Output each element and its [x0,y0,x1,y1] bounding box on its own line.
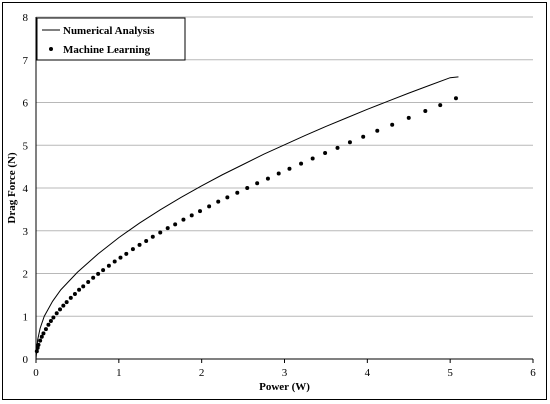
y-tick-label-3: 3 [23,226,29,238]
data-point-machine-learning-13 [64,300,69,305]
data-point-machine-learning-47 [323,150,328,155]
data-point-machine-learning-53 [406,115,411,120]
data-point-machine-learning-9 [51,315,56,320]
data-point-machine-learning-6 [43,327,48,332]
data-point-machine-learning-18 [86,280,91,285]
data-point-machine-learning-8 [48,318,53,323]
data-point-machine-learning-24 [118,255,123,260]
data-point-machine-learning-41 [255,181,260,186]
data-point-machine-learning-10 [54,311,59,316]
legend-marker-sample [49,47,53,51]
legend-label-numerical-analysis: Numerical Analysis [63,25,155,37]
y-tick-label-8: 8 [23,12,29,24]
y-tick-label-1: 1 [23,311,29,323]
x-tick-label-2: 2 [199,367,205,379]
x-tick-label-3: 3 [282,367,288,379]
chart-frame: 0 1 2 3 4 5 6 7 8 0 1 2 3 4 5 6 Power (W) Drag Force (N… [2,2,547,400]
x-tick-label-4: 4 [365,367,371,379]
data-point-machine-learning-43 [276,171,281,176]
data-point-machine-learning-45 [299,161,304,166]
data-point-machine-learning-33 [181,217,186,222]
data-point-machine-learning-30 [158,230,163,235]
data-point-machine-learning-20 [96,271,101,276]
data-point-machine-learning-31 [165,226,170,231]
data-point-machine-learning-25 [124,251,129,256]
data-point-machine-learning-16 [77,287,82,292]
data-point-machine-learning-29 [150,234,155,239]
x-axis-title: Power (W) [259,381,310,393]
series-line-numerical-analysis [35,76,459,360]
data-point-machine-learning-36 [207,204,212,209]
data-point-machine-learning-21 [101,268,106,273]
data-point-machine-learning-48 [335,145,340,150]
data-point-machine-learning-40 [245,186,250,190]
data-point-machine-learning-15 [72,292,77,297]
y-tick-label-6: 6 [23,98,29,110]
y-tick-label-5: 5 [23,140,29,152]
data-point-machine-learning-55 [438,103,443,108]
data-point-machine-learning-14 [68,295,73,300]
data-point-machine-learning-26 [130,247,135,252]
data-point-machine-learning-23 [112,259,117,264]
data-point-machine-learning-11 [58,307,63,312]
legend-box [36,17,186,61]
data-point-machine-learning-35 [198,209,203,214]
data-point-machine-learning-32 [173,222,178,227]
legend-label-machine-learning: Machine Learning [63,44,151,56]
x-tick-label-0: 0 [33,367,39,379]
data-point-machine-learning-5 [41,331,46,336]
data-point-machine-learning-7 [46,322,51,327]
data-point-machine-learning-51 [375,128,380,133]
series [34,76,459,360]
legend: Numerical Analysis Machine Learning [36,17,186,61]
data-point-machine-learning-28 [144,239,149,244]
data-point-machine-learning-38 [225,195,230,200]
data-point-machine-learning-22 [106,263,111,268]
data-point-machine-learning-34 [189,213,194,218]
data-point-machine-learning-0 [34,349,39,354]
data-point-machine-learning-44 [287,166,292,171]
axes [35,17,534,363]
y-tick-label-4: 4 [23,183,29,195]
y-tick-label-2: 2 [23,269,29,281]
data-point-machine-learning-49 [347,140,352,145]
data-point-machine-learning-52 [390,122,395,127]
x-tick-label-1: 1 [116,367,122,379]
data-point-machine-learning-42 [265,176,270,181]
data-point-machine-learning-27 [137,242,142,247]
y-tick-label-7: 7 [23,55,29,67]
grid-lines [36,16,533,317]
data-point-machine-learning-3 [38,338,43,343]
drag-force-chart: 0 1 2 3 4 5 6 7 8 0 1 2 3 4 5 6 Power (W) Drag Force (N… [6,12,537,393]
data-point-machine-learning-19 [91,275,96,280]
tick-labels: 0 1 2 3 4 5 6 7 8 0 1 2 3 4 5 6 [23,12,537,379]
data-point-machine-learning-37 [216,199,221,204]
data-point-machine-learning-56 [453,96,458,101]
data-point-machine-learning-39 [235,190,240,195]
data-point-machine-learning-17 [81,284,86,289]
data-point-machine-learning-54 [423,109,428,114]
data-point-machine-learning-46 [310,156,315,161]
data-point-machine-learning-4 [39,334,44,339]
data-point-machine-learning-2 [36,342,41,347]
x-tick-label-6: 6 [530,367,536,379]
data-point-machine-learning-50 [361,134,366,139]
x-tick-label-5: 5 [447,367,453,379]
y-axis-title: Drag Force (N) [6,152,18,224]
y-tick-label-0: 0 [23,354,29,366]
data-point-machine-learning-12 [61,303,66,308]
